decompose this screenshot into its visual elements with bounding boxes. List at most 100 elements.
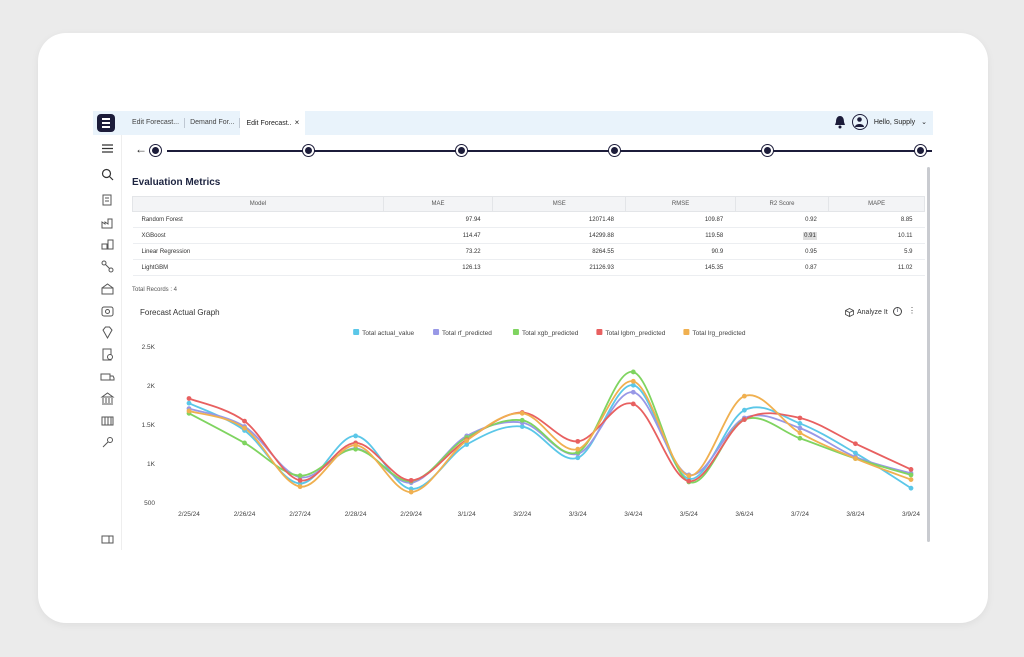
x-tick-label: 3/6/24 xyxy=(735,511,753,518)
legend-swatch[interactable] xyxy=(353,329,360,335)
truck-icon[interactable] xyxy=(100,369,115,384)
inventory-icon[interactable] xyxy=(100,237,115,252)
column-header[interactable]: MAPE xyxy=(828,196,925,212)
data-point xyxy=(686,473,692,479)
y-tick-label: 1.5K xyxy=(142,422,156,429)
bank-icon[interactable] xyxy=(100,391,115,406)
tab-close-icon[interactable]: × xyxy=(294,118,300,127)
data-point xyxy=(519,410,525,416)
y-tick-label: 2K xyxy=(147,383,156,390)
avatar[interactable] xyxy=(851,114,868,130)
more-options-icon[interactable]: ⋮ xyxy=(908,306,916,315)
factory-icon[interactable] xyxy=(100,215,115,230)
legend-label[interactable]: Total xgb_predicted xyxy=(522,330,579,337)
tab-label: Edit Forecast.. xyxy=(246,120,292,127)
x-tick-label: 3/5/24 xyxy=(680,511,698,518)
data-point xyxy=(853,450,858,456)
table-cell: LightGBM xyxy=(132,259,384,276)
menu-icon[interactable] xyxy=(100,141,115,156)
back-arrow-icon[interactable]: ← xyxy=(135,142,147,156)
series-line-2 xyxy=(188,371,912,484)
column-header[interactable]: MAE xyxy=(382,196,494,212)
data-point xyxy=(630,382,636,388)
settings-flow-icon[interactable] xyxy=(100,435,115,450)
table-row[interactable]: LightGBM 126.13 21126.93 145.35 0.87 11.… xyxy=(132,259,925,276)
data-point xyxy=(630,401,636,407)
legend-label[interactable]: Total actual_value xyxy=(362,330,414,337)
data-point xyxy=(797,415,803,421)
progress-stepper: ← xyxy=(135,142,932,157)
pallet-icon[interactable] xyxy=(100,413,115,428)
step-1-dot[interactable] xyxy=(150,145,161,156)
network-icon[interactable] xyxy=(100,259,115,274)
series-line-0 xyxy=(188,384,912,490)
tab-label: Edit Forecast... xyxy=(132,119,180,126)
column-header[interactable]: Model xyxy=(132,196,384,212)
diamond-icon[interactable] xyxy=(100,325,115,340)
x-tick-label: 2/29/24 xyxy=(400,511,422,518)
data-point xyxy=(630,369,636,375)
data-point xyxy=(242,425,247,431)
table-cell: 14299.88 xyxy=(492,227,626,244)
tab-edit-forecast-1[interactable]: Edit Forecast... xyxy=(127,118,186,128)
data-point xyxy=(908,472,914,478)
chevron-down-icon[interactable]: ⌄ xyxy=(921,119,927,126)
table-cell: 8.85 xyxy=(828,211,925,228)
data-point xyxy=(186,408,192,414)
step-3-dot[interactable] xyxy=(456,145,467,156)
data-point xyxy=(353,433,359,439)
legend-swatch[interactable] xyxy=(512,329,519,335)
y-tick-label: 1K xyxy=(147,461,156,468)
metrics-table: Model MAE MSE RMSE R2 Score MAPE Random … xyxy=(132,196,925,276)
step-4-dot[interactable] xyxy=(609,145,620,156)
legend-swatch[interactable] xyxy=(596,329,603,335)
x-tick-label: 3/7/24 xyxy=(791,511,809,518)
report-icon[interactable] xyxy=(100,347,115,362)
table-cell: 11.02 xyxy=(828,259,925,276)
data-point xyxy=(853,456,858,461)
y-tick-label: 500 xyxy=(144,500,155,507)
info-icon[interactable]: i xyxy=(893,307,902,316)
bell-icon[interactable] xyxy=(834,115,846,129)
search-icon[interactable] xyxy=(100,167,115,182)
collapse-sidebar-icon[interactable] xyxy=(100,532,115,547)
step-5-dot[interactable] xyxy=(762,145,773,156)
table-row[interactable]: XGBoost 114.47 14299.88 119.58 0.91 10.1… xyxy=(132,227,925,244)
vertical-scrollbar[interactable] xyxy=(927,167,930,542)
legend-swatch[interactable] xyxy=(433,329,440,335)
user-area: Hello, Supply ⌄ xyxy=(834,114,927,130)
top-bar: Edit Forecast... Demand For... Edit Fore… xyxy=(93,111,933,135)
cube-icon xyxy=(845,308,854,317)
data-point xyxy=(297,484,303,490)
warehouse-icon[interactable] xyxy=(100,281,115,296)
column-header[interactable]: MSE xyxy=(492,196,627,212)
package-icon[interactable] xyxy=(100,303,115,318)
data-point xyxy=(408,489,414,495)
data-point xyxy=(186,396,192,401)
legend-label[interactable]: Total lrg_predicted xyxy=(692,330,745,337)
table-row[interactable]: Random Forest 97.94 12071.48 109.87 0.92… xyxy=(132,211,925,228)
legend-label[interactable]: Total lgbm_predicted xyxy=(605,330,665,337)
table-cell: 97.94 xyxy=(383,211,493,228)
legend-swatch[interactable] xyxy=(683,329,690,335)
table-cell: 5.9 xyxy=(828,243,925,260)
column-header[interactable]: RMSE xyxy=(625,196,736,212)
data-point xyxy=(741,417,747,422)
tab-edit-forecast-active[interactable]: Edit Forecast.. × xyxy=(240,111,306,135)
documents-icon[interactable] xyxy=(100,193,115,208)
column-header[interactable]: R2 Score xyxy=(734,196,830,212)
page-title: Evaluation Metrics xyxy=(132,177,221,188)
forecast-line-chart: 500 1K 1.5K 2K 2.5K 2/25/24 2/26/24 2/27/24 2/28… xyxy=(142,329,920,518)
tab-demand-forecast[interactable]: Demand For... xyxy=(185,118,241,128)
user-greeting[interactable]: Hello, Supply xyxy=(873,118,916,126)
analyze-button[interactable]: Analyze It xyxy=(845,308,888,317)
step-2-dot[interactable] xyxy=(303,145,314,156)
table-row[interactable]: Linear Regression 73.22 8264.55 90.9 0.9… xyxy=(132,243,925,260)
chart-title: Forecast Actual Graph xyxy=(140,308,220,317)
app-logo[interactable] xyxy=(96,113,116,133)
data-point xyxy=(464,438,470,443)
x-tick-label: 3/9/24 xyxy=(902,511,920,518)
legend-label[interactable]: Total rf_predicted xyxy=(442,330,492,337)
step-6-dot[interactable] xyxy=(915,145,926,156)
x-tick-label: 2/27/24 xyxy=(289,511,311,518)
